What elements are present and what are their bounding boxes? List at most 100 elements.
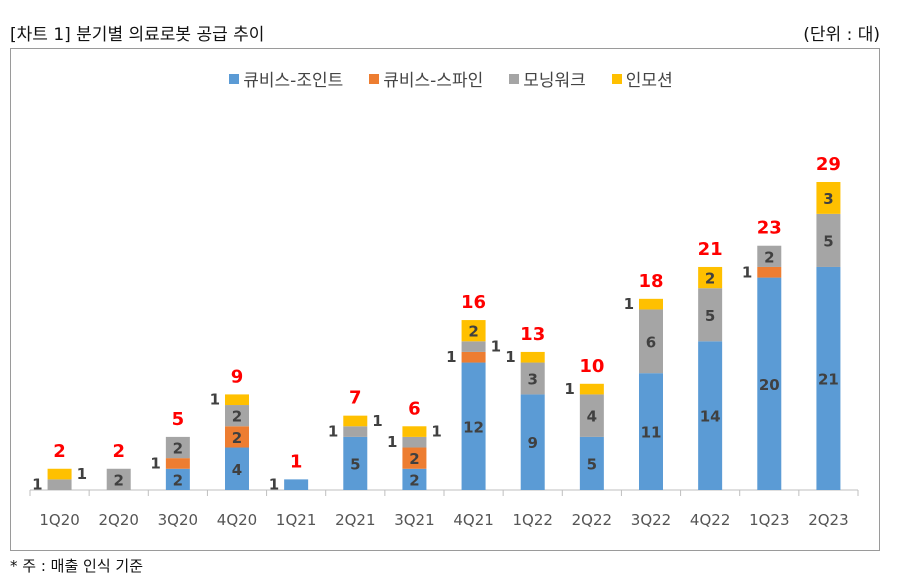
total-label: 2 bbox=[53, 441, 66, 462]
segment-label: 14 bbox=[700, 408, 721, 426]
segment-label: 3 bbox=[527, 370, 537, 388]
segment-label: 1 bbox=[491, 338, 501, 356]
bar-segment bbox=[165, 458, 190, 469]
bar-segment bbox=[579, 394, 604, 437]
segment-label: 20 bbox=[759, 376, 780, 394]
category-label: 2Q21 bbox=[335, 511, 375, 529]
legend-item: 인모션 bbox=[611, 66, 673, 91]
segment-label: 2 bbox=[705, 270, 715, 288]
segment-label: 6 bbox=[646, 333, 656, 351]
bar-segment bbox=[639, 373, 663, 490]
bar-segment bbox=[225, 405, 249, 427]
bar-segment bbox=[520, 362, 545, 395]
segment-label: 11 bbox=[641, 424, 662, 442]
total-label: 23 bbox=[757, 218, 782, 239]
category-label: 3Q20 bbox=[158, 511, 198, 529]
bar-segment bbox=[165, 468, 190, 490]
category-label: 3Q21 bbox=[394, 511, 434, 529]
segment-label: 9 bbox=[527, 434, 537, 452]
category-label: 3Q22 bbox=[631, 511, 671, 529]
segment-label: 4 bbox=[587, 408, 597, 426]
segment-label: 2 bbox=[409, 471, 419, 489]
total-label: 5 bbox=[172, 409, 185, 430]
bar-segment bbox=[402, 468, 427, 490]
bar-segment bbox=[757, 245, 782, 267]
segment-label: 2 bbox=[764, 248, 774, 266]
bar-segment bbox=[579, 436, 604, 490]
legend-swatch bbox=[509, 73, 520, 84]
total-label: 16 bbox=[461, 292, 486, 313]
bar-segment bbox=[343, 436, 368, 490]
bar-segment bbox=[461, 320, 486, 342]
legend-label: 큐비스-조인트 bbox=[243, 71, 344, 91]
bar-segment bbox=[520, 394, 545, 490]
category-label: 2Q20 bbox=[98, 511, 138, 529]
bar-segment bbox=[343, 415, 368, 427]
bar-segment bbox=[343, 426, 368, 437]
bar-segment bbox=[757, 266, 782, 278]
category-label: 4Q22 bbox=[690, 511, 730, 529]
segment-label: 1 bbox=[431, 423, 441, 441]
segment-label: 3 bbox=[823, 190, 833, 208]
category-label: 2Q23 bbox=[808, 511, 848, 529]
segment-label: 2 bbox=[232, 429, 242, 447]
segment-label: 1 bbox=[77, 465, 87, 483]
bar-segment bbox=[402, 436, 427, 448]
bar-segment bbox=[698, 288, 723, 342]
bar-segment bbox=[402, 447, 427, 469]
total-label: 9 bbox=[231, 366, 244, 387]
legend-label: 모닝워크 bbox=[523, 71, 586, 91]
category-label: 1Q23 bbox=[749, 511, 789, 529]
bar-segment bbox=[816, 266, 841, 490]
bar-segment bbox=[639, 298, 663, 310]
bar-segment bbox=[520, 351, 545, 363]
bar-segment bbox=[47, 468, 72, 480]
segment-label: 1 bbox=[328, 423, 338, 441]
segment-label: 1 bbox=[372, 412, 382, 430]
segment-label: 5 bbox=[587, 455, 597, 473]
bar-segment bbox=[579, 383, 604, 395]
segment-label: 5 bbox=[705, 307, 715, 325]
legend-item: 모닝워크 bbox=[509, 66, 586, 91]
segment-label: 1 bbox=[210, 391, 220, 409]
chart-title: [차트 1] 분기별 의료로봇 공급 추이 bbox=[10, 25, 265, 45]
legend-swatch bbox=[369, 73, 380, 84]
bar-segment bbox=[816, 182, 841, 214]
segment-label: 1 bbox=[742, 263, 752, 281]
legend-item: 큐비스-스파인 bbox=[369, 66, 483, 91]
segment-label: 5 bbox=[350, 455, 360, 473]
bar-segment bbox=[698, 266, 723, 289]
category-label: 2Q22 bbox=[572, 511, 612, 529]
category-label: 1Q20 bbox=[39, 511, 79, 529]
bar-segment bbox=[225, 426, 249, 448]
bar-segment bbox=[461, 351, 486, 363]
bar-segment bbox=[461, 341, 486, 352]
total-label: 7 bbox=[349, 388, 362, 409]
category-label: 4Q20 bbox=[217, 511, 257, 529]
legend-item: 큐비스-조인트 bbox=[229, 66, 343, 91]
total-label: 18 bbox=[638, 271, 663, 292]
footnote: * 주 : 매출 인식 기준 bbox=[10, 557, 143, 575]
category-label: 1Q21 bbox=[276, 511, 316, 529]
total-label: 1 bbox=[290, 451, 303, 472]
segment-label: 1 bbox=[32, 476, 42, 494]
legend-label: 큐비스-스파인 bbox=[383, 71, 484, 91]
bar-segment bbox=[47, 479, 72, 490]
bar-segment bbox=[165, 436, 190, 459]
segment-label: 2 bbox=[232, 408, 242, 426]
segment-label: 2 bbox=[409, 450, 419, 468]
bar-segment bbox=[461, 362, 486, 490]
category-label: 4Q21 bbox=[453, 511, 493, 529]
unit-label: (단위 : 대) bbox=[803, 25, 880, 45]
segment-label: 2 bbox=[173, 440, 183, 458]
bar-segment bbox=[106, 468, 131, 490]
total-label: 13 bbox=[520, 324, 545, 345]
segment-label: 21 bbox=[818, 370, 839, 388]
segment-label: 2 bbox=[173, 471, 183, 489]
bar-segment bbox=[698, 341, 723, 490]
bar-segment bbox=[225, 394, 249, 406]
legend-swatch bbox=[229, 73, 240, 84]
bar-segment bbox=[816, 213, 841, 267]
bar-segment bbox=[225, 447, 249, 490]
